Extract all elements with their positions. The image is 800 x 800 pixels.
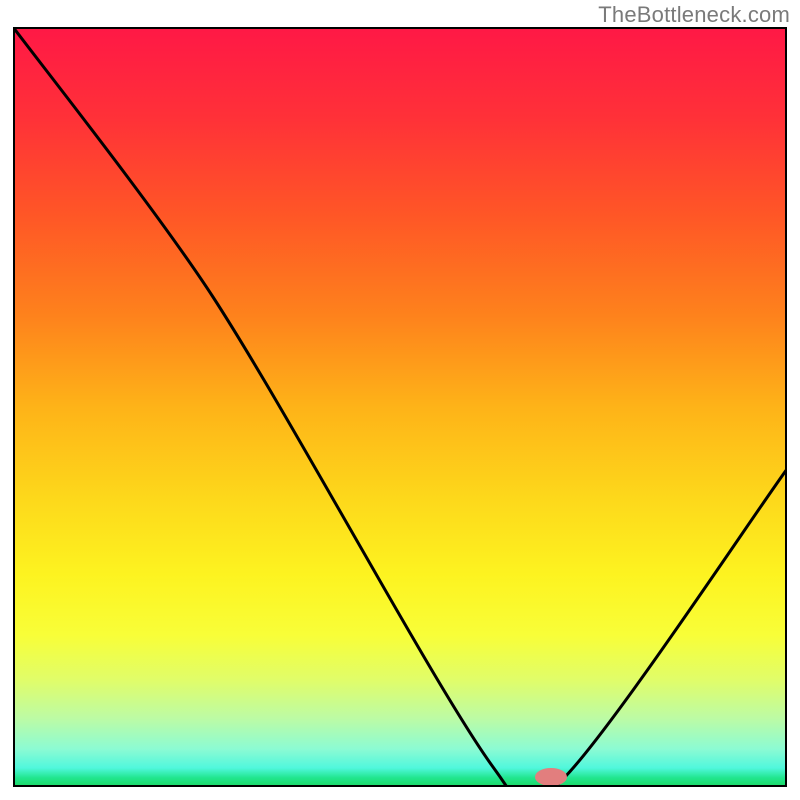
bottleneck-chart xyxy=(13,27,787,787)
figure-canvas: TheBottleneck.com xyxy=(0,0,800,800)
chart-background xyxy=(13,27,787,787)
attribution-text: TheBottleneck.com xyxy=(598,2,790,28)
optimal-marker xyxy=(535,768,567,786)
chart-svg xyxy=(13,27,787,787)
